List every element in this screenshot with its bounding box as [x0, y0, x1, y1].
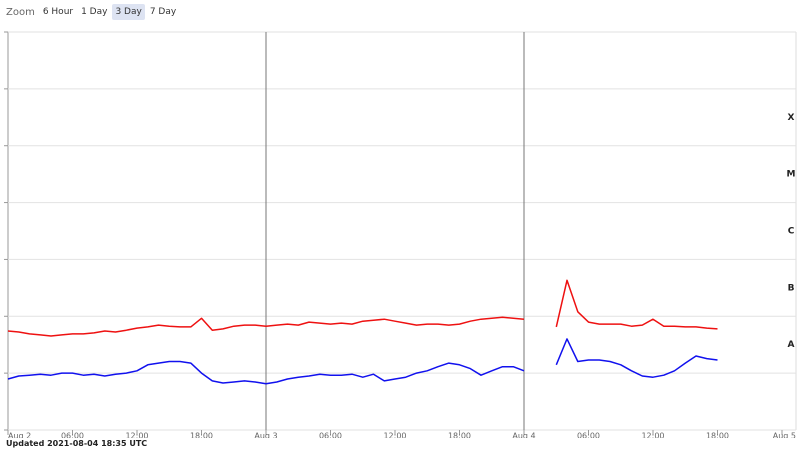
x-tick-label: Aug 5 [773, 432, 796, 439]
x-tick-label: 06:00 [319, 432, 342, 439]
x-tick-label: 18:00 [706, 432, 729, 439]
class-label: X [788, 113, 795, 123]
zoom-bar: Zoom 6 Hour 1 Day 3 Day 7 Day [6, 4, 179, 20]
class-label: A [788, 340, 795, 350]
class-label: B [788, 283, 795, 293]
zoom-button[interactable]: 3 Day [112, 4, 145, 20]
x-tick-label: Aug 2 [8, 432, 31, 439]
x-tick-label: 18:00 [448, 432, 471, 439]
flux-line [7, 279, 718, 337]
zoom-button[interactable]: 6 Hour [42, 7, 74, 17]
updated-note: Updated 2021-08-04 18:35 UTC [6, 439, 148, 448]
zoom-button[interactable]: 7 Day [149, 7, 177, 17]
x-tick-label: 06:00 [61, 432, 84, 439]
x-tick-label: Aug 4 [512, 432, 535, 439]
x-tick-label: Aug 3 [254, 432, 277, 439]
x-tick-label: 18:00 [190, 432, 213, 439]
class-label: C [788, 227, 795, 237]
x-tick-label: 12:00 [125, 432, 148, 439]
chart: A B C M X Aug 2 06:00 12:00 18:00 Aug 3 06:00 12:00… [4, 31, 797, 439]
zoom-label: Zoom [6, 6, 35, 18]
x-tick-label: 06:00 [577, 432, 600, 439]
flux-line [7, 338, 718, 385]
zoom-button[interactable]: 1 Day [81, 7, 108, 17]
x-tick-label: 12:00 [641, 432, 664, 439]
class-label: M [787, 170, 796, 180]
x-tick-label: 12:00 [383, 432, 406, 439]
